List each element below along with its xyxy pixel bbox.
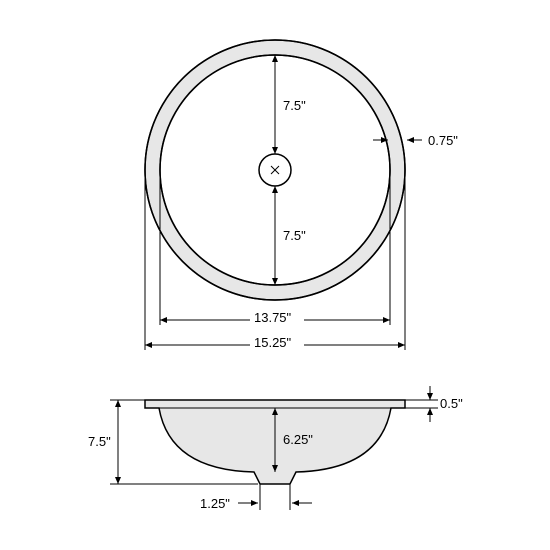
sink-dimension-diagram: 7.5" 7.5" 0.75" 13.75" 15.25": [0, 0, 550, 550]
label-radius-top: 7.5": [283, 98, 306, 113]
label-radius-bottom: 7.5": [283, 228, 306, 243]
side-view: 7.5" 6.25" 0.5" 1.25": [88, 386, 463, 511]
label-depth: 6.25": [283, 432, 313, 447]
ext-lip: [405, 386, 438, 422]
label-height: 7.5": [88, 434, 111, 449]
top-view: 7.5" 7.5" 0.75" 13.75" 15.25": [145, 40, 458, 351]
label-outer-dia: 15.25": [254, 335, 292, 350]
label-rim: 0.75": [428, 133, 458, 148]
center-mark: [271, 166, 279, 174]
label-collar: 1.25": [200, 496, 230, 511]
label-inner-dia: 13.75": [254, 310, 292, 325]
ext-collar: [238, 484, 312, 510]
label-lip: 0.5": [440, 396, 463, 411]
